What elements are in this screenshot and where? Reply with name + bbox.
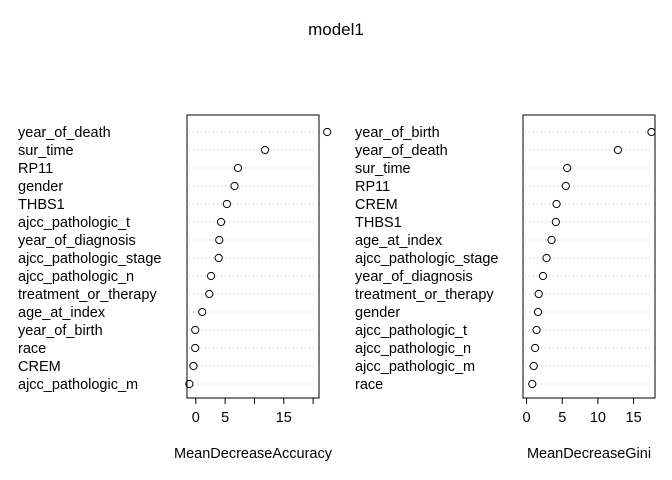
category-label: age_at_index xyxy=(18,305,106,321)
data-point xyxy=(191,325,200,335)
data-point xyxy=(551,217,560,227)
x-tick-label: 10 xyxy=(590,410,606,426)
data-point xyxy=(214,253,223,263)
data-point xyxy=(647,127,656,137)
data-point xyxy=(563,163,572,173)
data-point xyxy=(215,235,224,245)
category-label: race xyxy=(355,377,383,393)
x-axis-label: MeanDecreaseGini xyxy=(527,446,651,462)
data-point xyxy=(233,163,243,173)
category-label: gender xyxy=(18,179,63,195)
category-label: THBS1 xyxy=(355,215,402,231)
category-label: ajcc_pathologic_m xyxy=(355,359,475,375)
category-label: year_of_death xyxy=(355,143,448,159)
category-label: year_of_birth xyxy=(18,323,103,339)
x-tick-label: 15 xyxy=(276,410,292,426)
data-point xyxy=(206,271,216,281)
data-point xyxy=(230,181,239,191)
panel-mean-decrease-gini: year_of_birth year_of_death sur_time RP11 CR… xyxy=(355,114,656,462)
data-point xyxy=(185,379,194,389)
plot-frame xyxy=(186,114,320,399)
data-point xyxy=(547,235,556,245)
x-tick-label: 0 xyxy=(523,410,531,426)
category-label: ajcc_pathologic_t xyxy=(355,323,467,339)
x-tick-label: 15 xyxy=(626,410,642,426)
category-label: race xyxy=(18,341,46,357)
data-point xyxy=(561,181,570,191)
data-point xyxy=(222,199,231,209)
data-point xyxy=(260,145,270,155)
data-point xyxy=(533,307,543,317)
category-label: ajcc_pathologic_stage xyxy=(18,251,162,267)
category-label: RP11 xyxy=(355,179,390,195)
panel-mean-decrease-accuracy: year_of_death sur_time RP11 gender THBS1 ajcc… xyxy=(18,114,333,462)
category-label: age_at_index xyxy=(355,233,443,249)
x-tick-label: 0 xyxy=(192,410,200,426)
plot-frame xyxy=(522,114,656,399)
category-label: sur_time xyxy=(18,143,74,159)
x-axis-label: MeanDecreaseAccuracy xyxy=(174,446,333,462)
data-point xyxy=(613,145,622,155)
data-point xyxy=(542,253,551,263)
category-label: gender xyxy=(355,305,400,321)
category-label: year_of_death xyxy=(18,125,111,141)
category-label: RP11 xyxy=(18,161,53,177)
data-point xyxy=(534,289,543,299)
chart-title: model1 xyxy=(308,20,364,39)
category-label: year_of_diagnosis xyxy=(18,233,136,249)
data-point xyxy=(538,271,548,281)
data-point xyxy=(198,307,207,317)
category-label: CREM xyxy=(18,359,61,375)
category-label: CREM xyxy=(355,197,398,213)
category-label: THBS1 xyxy=(18,197,65,213)
category-label: ajcc_pathologic_m xyxy=(18,377,138,393)
category-label: ajcc_pathologic_stage xyxy=(355,251,499,267)
category-label: ajcc_pathologic_n xyxy=(18,269,134,285)
data-point xyxy=(528,379,537,389)
x-tick-label: 5 xyxy=(221,410,229,426)
category-label: year_of_birth xyxy=(355,125,440,141)
category-label: treatment_or_therapy xyxy=(355,287,494,303)
data-point xyxy=(529,361,538,371)
data-point xyxy=(323,127,332,137)
x-tick-label: 5 xyxy=(558,410,566,426)
data-point xyxy=(552,199,561,209)
category-label: year_of_diagnosis xyxy=(355,269,473,285)
data-point xyxy=(216,217,226,227)
category-label: treatment_or_therapy xyxy=(18,287,157,303)
category-label: ajcc_pathologic_n xyxy=(355,341,471,357)
category-label: sur_time xyxy=(355,161,411,177)
data-point xyxy=(205,289,214,299)
data-point xyxy=(532,325,541,335)
data-point xyxy=(191,343,200,353)
data-point xyxy=(189,361,198,371)
data-point xyxy=(531,343,540,353)
category-label: ajcc_pathologic_t xyxy=(18,215,130,231)
